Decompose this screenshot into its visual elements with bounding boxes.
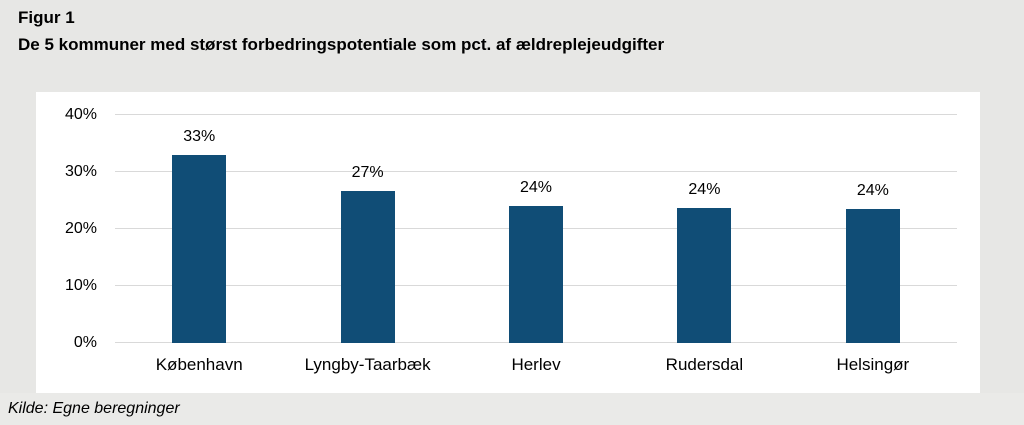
x-category-label: Helsingør (836, 355, 910, 374)
x-axis-labels: København Lyngby-Taarbæk Herlev Rudersdal He… (115, 355, 957, 375)
source-bar: Kilde: Egne beregninger (0, 393, 1024, 425)
bar-value-label: 33% (183, 127, 216, 145)
figure-header: Figur 1 De 5 kommuner med størst forbedr… (18, 7, 664, 55)
x-category-label: København (155, 355, 243, 374)
plot-area: 33% 27% 24% 24% 24% (115, 114, 957, 343)
x-category-label: Lyngby-Taarbæk (304, 355, 431, 374)
bar (172, 154, 227, 343)
y-tick-label: 40% (64, 106, 97, 123)
bar (340, 191, 395, 343)
source-text: Kilde: Egne beregninger (8, 400, 180, 417)
bar-slot: 27% (283, 115, 451, 343)
bar-slot: 24% (620, 115, 788, 343)
bar-slot: 33% (115, 115, 283, 343)
y-tick-label: 30% (64, 163, 97, 180)
figure-title: De 5 kommuner med størst forbedringspote… (18, 35, 665, 54)
y-axis: 0% 10% 20% 30% 40% (36, 107, 97, 351)
bars-container: 33% 27% 24% 24% 24% (115, 115, 957, 343)
bar-value-label: 24% (856, 182, 889, 200)
y-tick-label: 20% (64, 220, 97, 237)
bar (677, 207, 732, 343)
x-category-label: Rudersdal (665, 355, 744, 374)
bar (845, 209, 900, 343)
gridline (115, 171, 957, 172)
bar-value-label: 27% (351, 164, 384, 182)
chart-panel: 0% 10% 20% 30% 40% 33% 27% 24% 24% 24% København… (36, 92, 980, 393)
bar-slot: 24% (789, 115, 957, 343)
bar (509, 205, 564, 343)
bar-slot: 24% (452, 115, 620, 343)
y-tick-label: 0% (73, 334, 97, 351)
figure-number: Figur 1 (18, 8, 75, 27)
y-tick-label: 10% (64, 277, 97, 294)
x-category-label: Herlev (511, 355, 561, 374)
gridline (115, 114, 957, 115)
bar-value-label: 24% (688, 180, 721, 198)
bar-value-label: 24% (520, 178, 553, 196)
